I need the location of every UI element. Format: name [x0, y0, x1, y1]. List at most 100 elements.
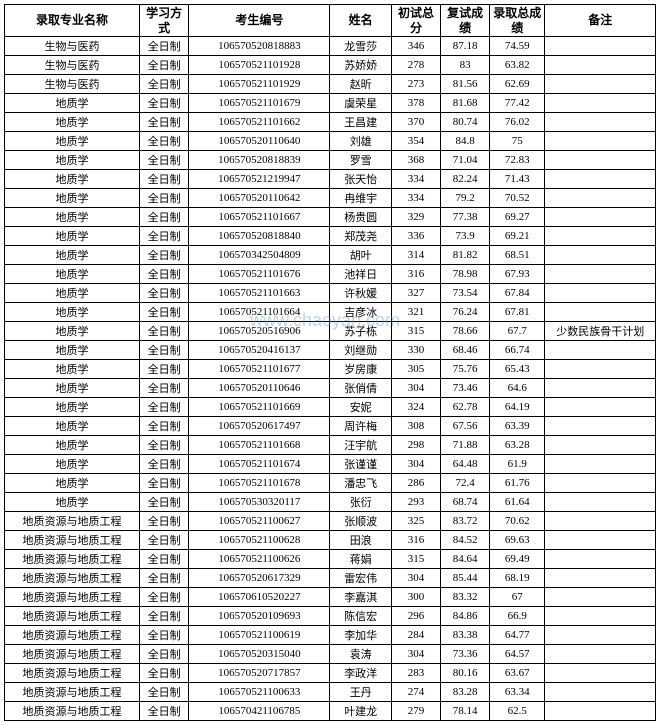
cell-score1: 314 [391, 246, 440, 265]
cell-examid: 106570421106785 [189, 702, 330, 721]
cell-score3: 75 [490, 132, 545, 151]
cell-examid: 106570520617329 [189, 569, 330, 588]
cell-study: 全日制 [140, 531, 189, 550]
table-row: 地质学全日制106570521101676池祥日31678.9867.93 [5, 265, 656, 284]
cell-name: 虞荣星 [330, 94, 391, 113]
cell-name: 蒋娟 [330, 550, 391, 569]
cell-score2: 84.64 [441, 550, 490, 569]
cell-note [545, 170, 656, 189]
cell-examid: 106570520516906 [189, 322, 330, 341]
cell-note [545, 37, 656, 56]
cell-major: 地质学 [5, 170, 140, 189]
cell-note [545, 189, 656, 208]
cell-score3: 70.62 [490, 512, 545, 531]
table-row: 地质学全日制106570520110640刘雄35484.875 [5, 132, 656, 151]
cell-score2: 73.54 [441, 284, 490, 303]
table-row: 地质学全日制106570520617497周许梅30867.5663.39 [5, 417, 656, 436]
cell-examid: 106570521101679 [189, 94, 330, 113]
cell-note [545, 417, 656, 436]
cell-score3: 71.43 [490, 170, 545, 189]
cell-examid: 106570521101667 [189, 208, 330, 227]
cell-score3: 63.34 [490, 683, 545, 702]
cell-study: 全日制 [140, 322, 189, 341]
cell-score1: 316 [391, 531, 440, 550]
cell-score1: 304 [391, 455, 440, 474]
cell-study: 全日制 [140, 189, 189, 208]
cell-major: 地质学 [5, 379, 140, 398]
cell-score2: 76.24 [441, 303, 490, 322]
cell-score3: 68.51 [490, 246, 545, 265]
table-row: 地质学全日制106570521101674张谨谨30464.4861.9 [5, 455, 656, 474]
cell-score2: 84.8 [441, 132, 490, 151]
table-row: 地质学全日制106570521101664吉彦冰32176.2467.81 [5, 303, 656, 322]
cell-name: 胡叶 [330, 246, 391, 265]
cell-score2: 72.4 [441, 474, 490, 493]
cell-study: 全日制 [140, 550, 189, 569]
table-row: 地质学全日制106570520516906苏子栋31578.6667.7少数民族… [5, 322, 656, 341]
cell-examid: 106570520110642 [189, 189, 330, 208]
admission-table: 录取专业名称学习方式考生编号姓名初试总分复试成绩录取总成绩备注 生物与医药全日制… [4, 4, 656, 721]
cell-name: 苏娇娇 [330, 56, 391, 75]
cell-study: 全日制 [140, 512, 189, 531]
table-row: 地质学全日制106570530320117张衍29368.7461.64 [5, 493, 656, 512]
cell-major: 地质资源与地质工程 [5, 683, 140, 702]
cell-study: 全日制 [140, 94, 189, 113]
cell-examid: 106570520109693 [189, 607, 330, 626]
cell-study: 全日制 [140, 151, 189, 170]
cell-note [545, 151, 656, 170]
cell-note [545, 531, 656, 550]
cell-score3: 61.9 [490, 455, 545, 474]
cell-score1: 336 [391, 227, 440, 246]
cell-major: 地质学 [5, 360, 140, 379]
table-row: 地质资源与地质工程全日制106570521100619李加华28483.3864… [5, 626, 656, 645]
cell-score1: 325 [391, 512, 440, 531]
cell-name: 叶建龙 [330, 702, 391, 721]
cell-score1: 273 [391, 75, 440, 94]
cell-score2: 62.78 [441, 398, 490, 417]
cell-note [545, 265, 656, 284]
cell-name: 陈信宏 [330, 607, 391, 626]
cell-study: 全日制 [140, 284, 189, 303]
cell-score2: 73.36 [441, 645, 490, 664]
cell-score1: 293 [391, 493, 440, 512]
cell-study: 全日制 [140, 56, 189, 75]
cell-score1: 296 [391, 607, 440, 626]
cell-major: 地质学 [5, 398, 140, 417]
cell-examid: 106570521101668 [189, 436, 330, 455]
cell-examid: 106570520416137 [189, 341, 330, 360]
cell-score1: 346 [391, 37, 440, 56]
cell-name: 刘继勋 [330, 341, 391, 360]
cell-score3: 69.21 [490, 227, 545, 246]
header-major: 录取专业名称 [5, 5, 140, 37]
cell-examid: 106570521101677 [189, 360, 330, 379]
cell-major: 地质学 [5, 94, 140, 113]
cell-score3: 63.28 [490, 436, 545, 455]
cell-examid: 106570520617497 [189, 417, 330, 436]
cell-score2: 80.16 [441, 664, 490, 683]
cell-examid: 106570521101662 [189, 113, 330, 132]
cell-score2: 84.86 [441, 607, 490, 626]
cell-major: 地质学 [5, 132, 140, 151]
cell-score3: 70.52 [490, 189, 545, 208]
cell-major: 地质资源与地质工程 [5, 588, 140, 607]
cell-score3: 63.39 [490, 417, 545, 436]
cell-examid: 106570521101674 [189, 455, 330, 474]
cell-score1: 278 [391, 56, 440, 75]
cell-study: 全日制 [140, 626, 189, 645]
cell-score2: 82.24 [441, 170, 490, 189]
cell-major: 地质资源与地质工程 [5, 664, 140, 683]
cell-score3: 66.74 [490, 341, 545, 360]
cell-name: 李政洋 [330, 664, 391, 683]
cell-note: 少数民族骨干计划 [545, 322, 656, 341]
cell-name: 吉彦冰 [330, 303, 391, 322]
cell-score2: 80.74 [441, 113, 490, 132]
table-row: 地质学全日制106570521101663许秋媛32773.5467.84 [5, 284, 656, 303]
cell-score2: 78.14 [441, 702, 490, 721]
cell-score1: 334 [391, 170, 440, 189]
table-row: 地质资源与地质工程全日制106570521100626蒋娟31584.6469.… [5, 550, 656, 569]
cell-examid: 106570530320117 [189, 493, 330, 512]
table-row: 地质资源与地质工程全日制106570610520227李嘉淇30083.3267 [5, 588, 656, 607]
cell-name: 张顺波 [330, 512, 391, 531]
cell-major: 地质资源与地质工程 [5, 512, 140, 531]
cell-name: 潘忠飞 [330, 474, 391, 493]
